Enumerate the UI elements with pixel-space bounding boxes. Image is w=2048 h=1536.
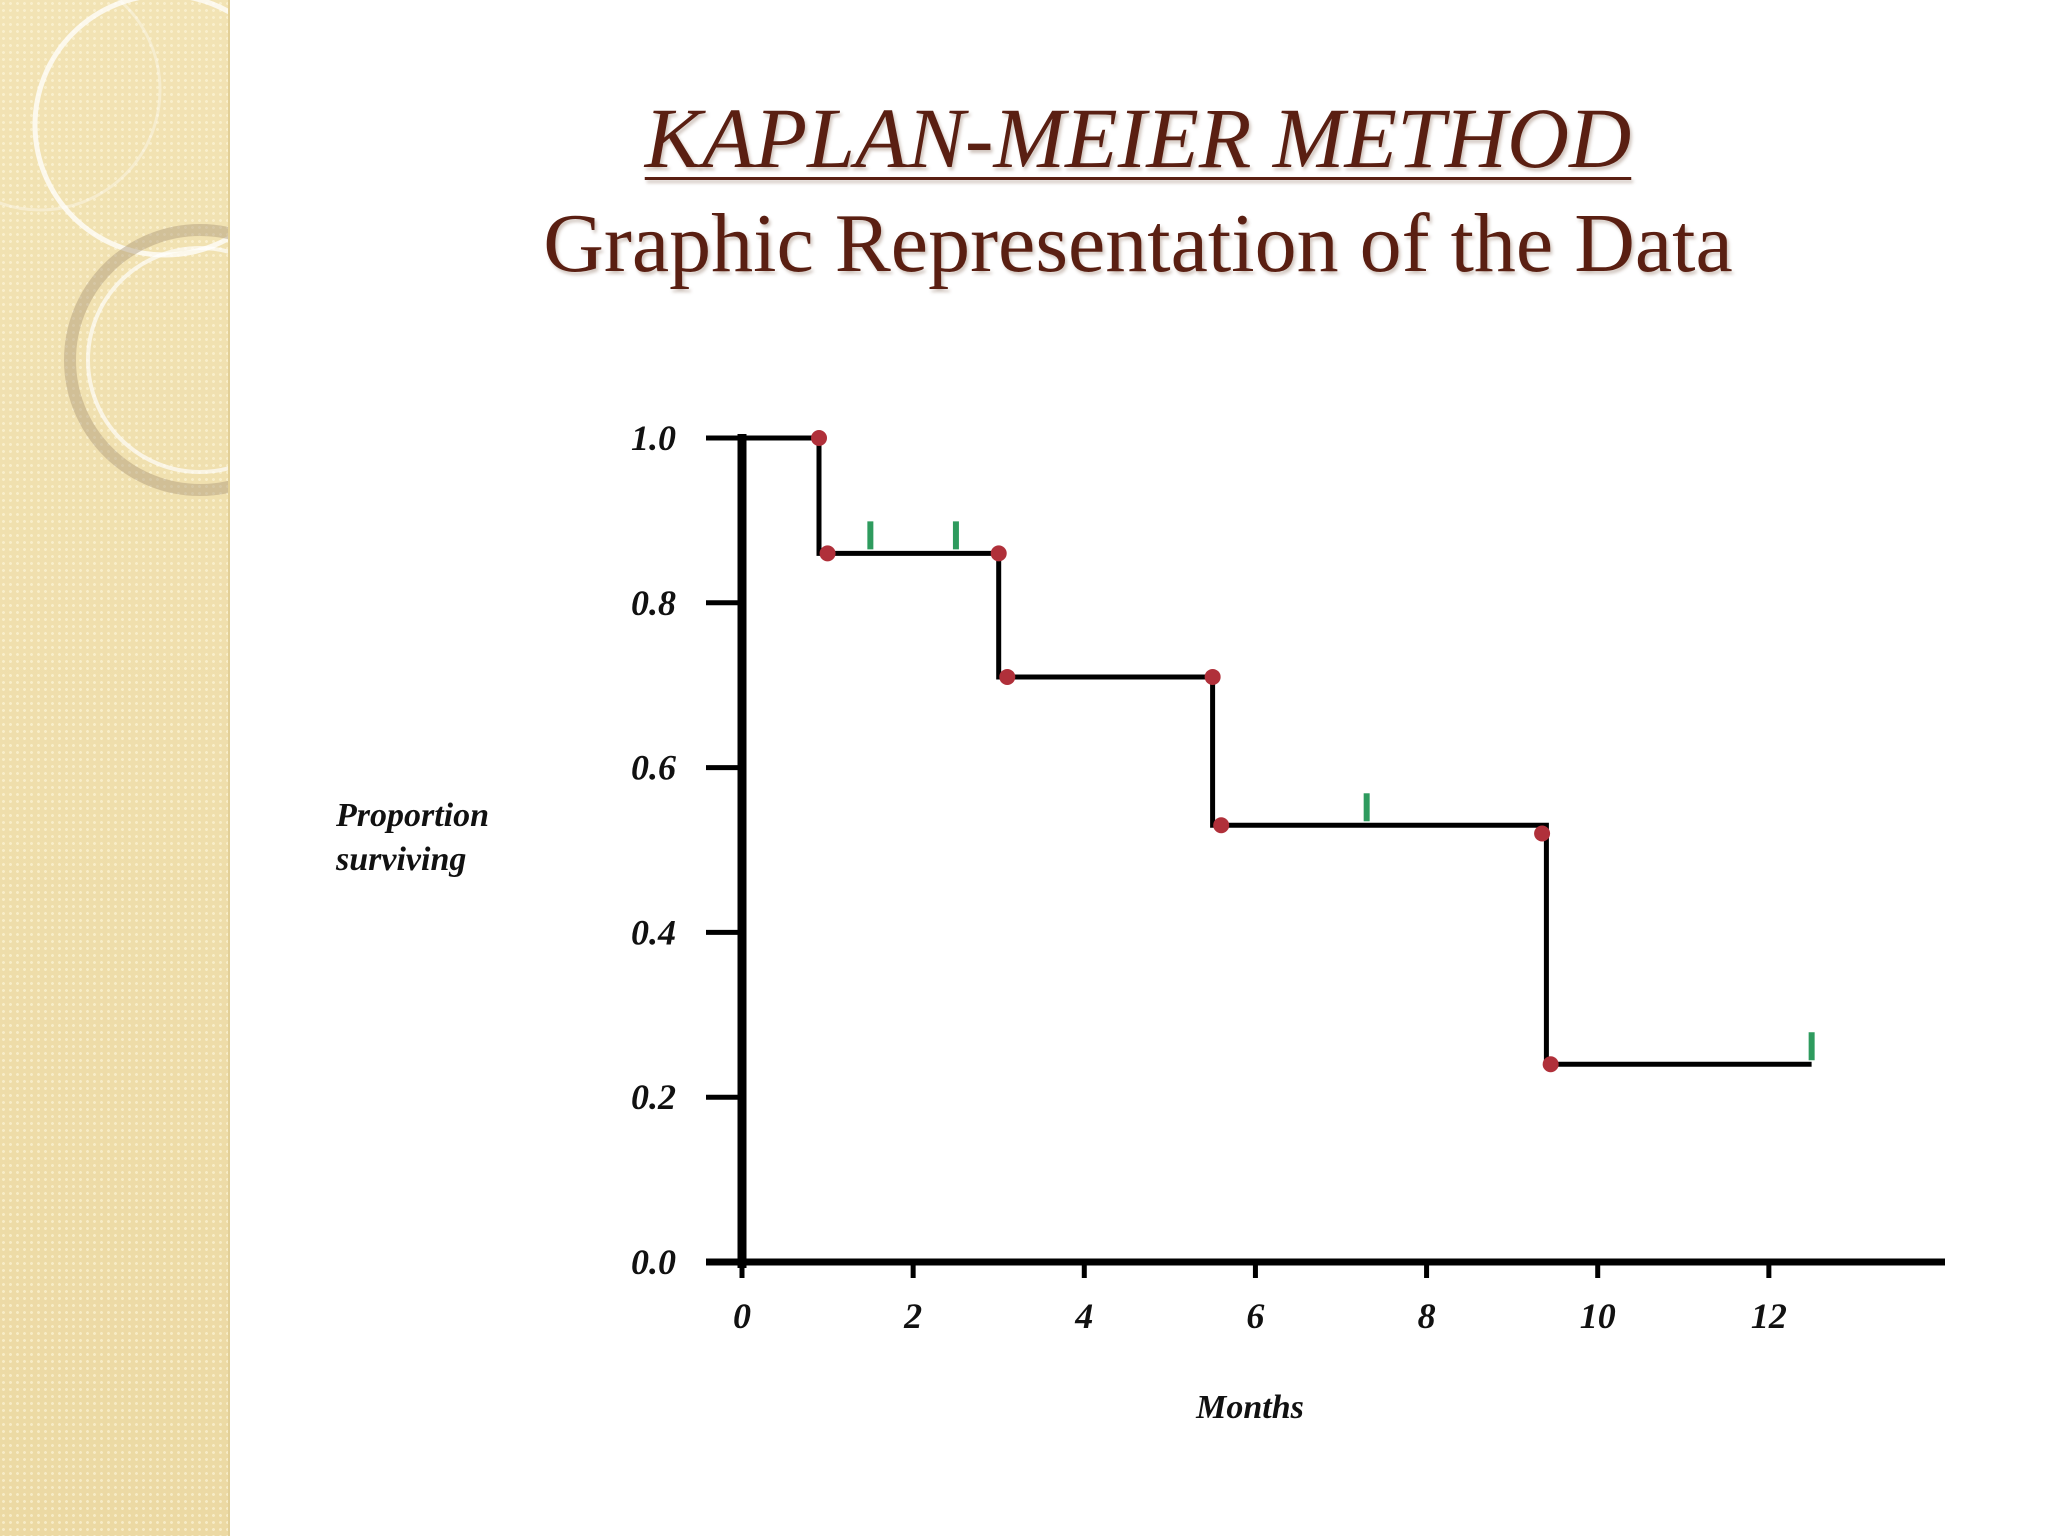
y-tick-label: 1.0: [631, 418, 676, 458]
event-marker: [1213, 817, 1230, 834]
event-marker: [990, 545, 1007, 562]
y-tick-label: 0.2: [631, 1077, 676, 1117]
y-axis-title-line: surviving: [335, 841, 466, 878]
event-marker: [1534, 825, 1551, 842]
survival-step-line: [742, 435, 1812, 1067]
slide-title: KAPLAN-MEIER METHOD: [644, 90, 1632, 186]
slide-subtitle: Graphic Representation of the Data: [543, 197, 1733, 290]
y-tick-label: 0.0: [631, 1242, 676, 1282]
event-marker: [999, 668, 1016, 685]
survival-curve: [742, 435, 1812, 1067]
event-marker: [811, 430, 828, 446]
y-tick-label: 0.4: [631, 912, 676, 952]
x-axis-ticks: 0 2 4 6 8 10 12: [733, 1262, 1787, 1336]
x-tick-label: 0: [733, 1296, 751, 1336]
decorative-rings: [0, 0, 228, 496]
axis-titles: Months Proportion surviving: [335, 797, 1304, 1426]
y-tick-label: 0.6: [631, 748, 676, 788]
x-tick-label: 6: [1246, 1296, 1264, 1336]
event-marker: [1542, 1056, 1559, 1073]
x-tick-label: 12: [1751, 1296, 1787, 1336]
x-tick-label: 2: [903, 1296, 922, 1336]
y-tick-label: 0.8: [631, 583, 676, 623]
y-axis-title-line: Proportion: [335, 797, 489, 834]
title-block: KAPLAN-MEIER METHOD Graphic Representati…: [228, 88, 2048, 296]
x-tick-label: 8: [1418, 1296, 1436, 1336]
chart-axes: [706, 434, 1945, 1268]
x-axis-title: Months: [1195, 1389, 1304, 1426]
decorative-side-band: [0, 0, 230, 1536]
event-marker: [819, 545, 836, 562]
event-marker: [1204, 668, 1221, 685]
event-markers: [811, 430, 1559, 1073]
x-tick-label: 10: [1580, 1296, 1616, 1336]
censor-markers: [867, 521, 1815, 1061]
y-axis-ticks: 0.0 0.2 0.4 0.6 0.8 1.0: [631, 418, 742, 1282]
x-tick-label: 4: [1074, 1296, 1093, 1336]
